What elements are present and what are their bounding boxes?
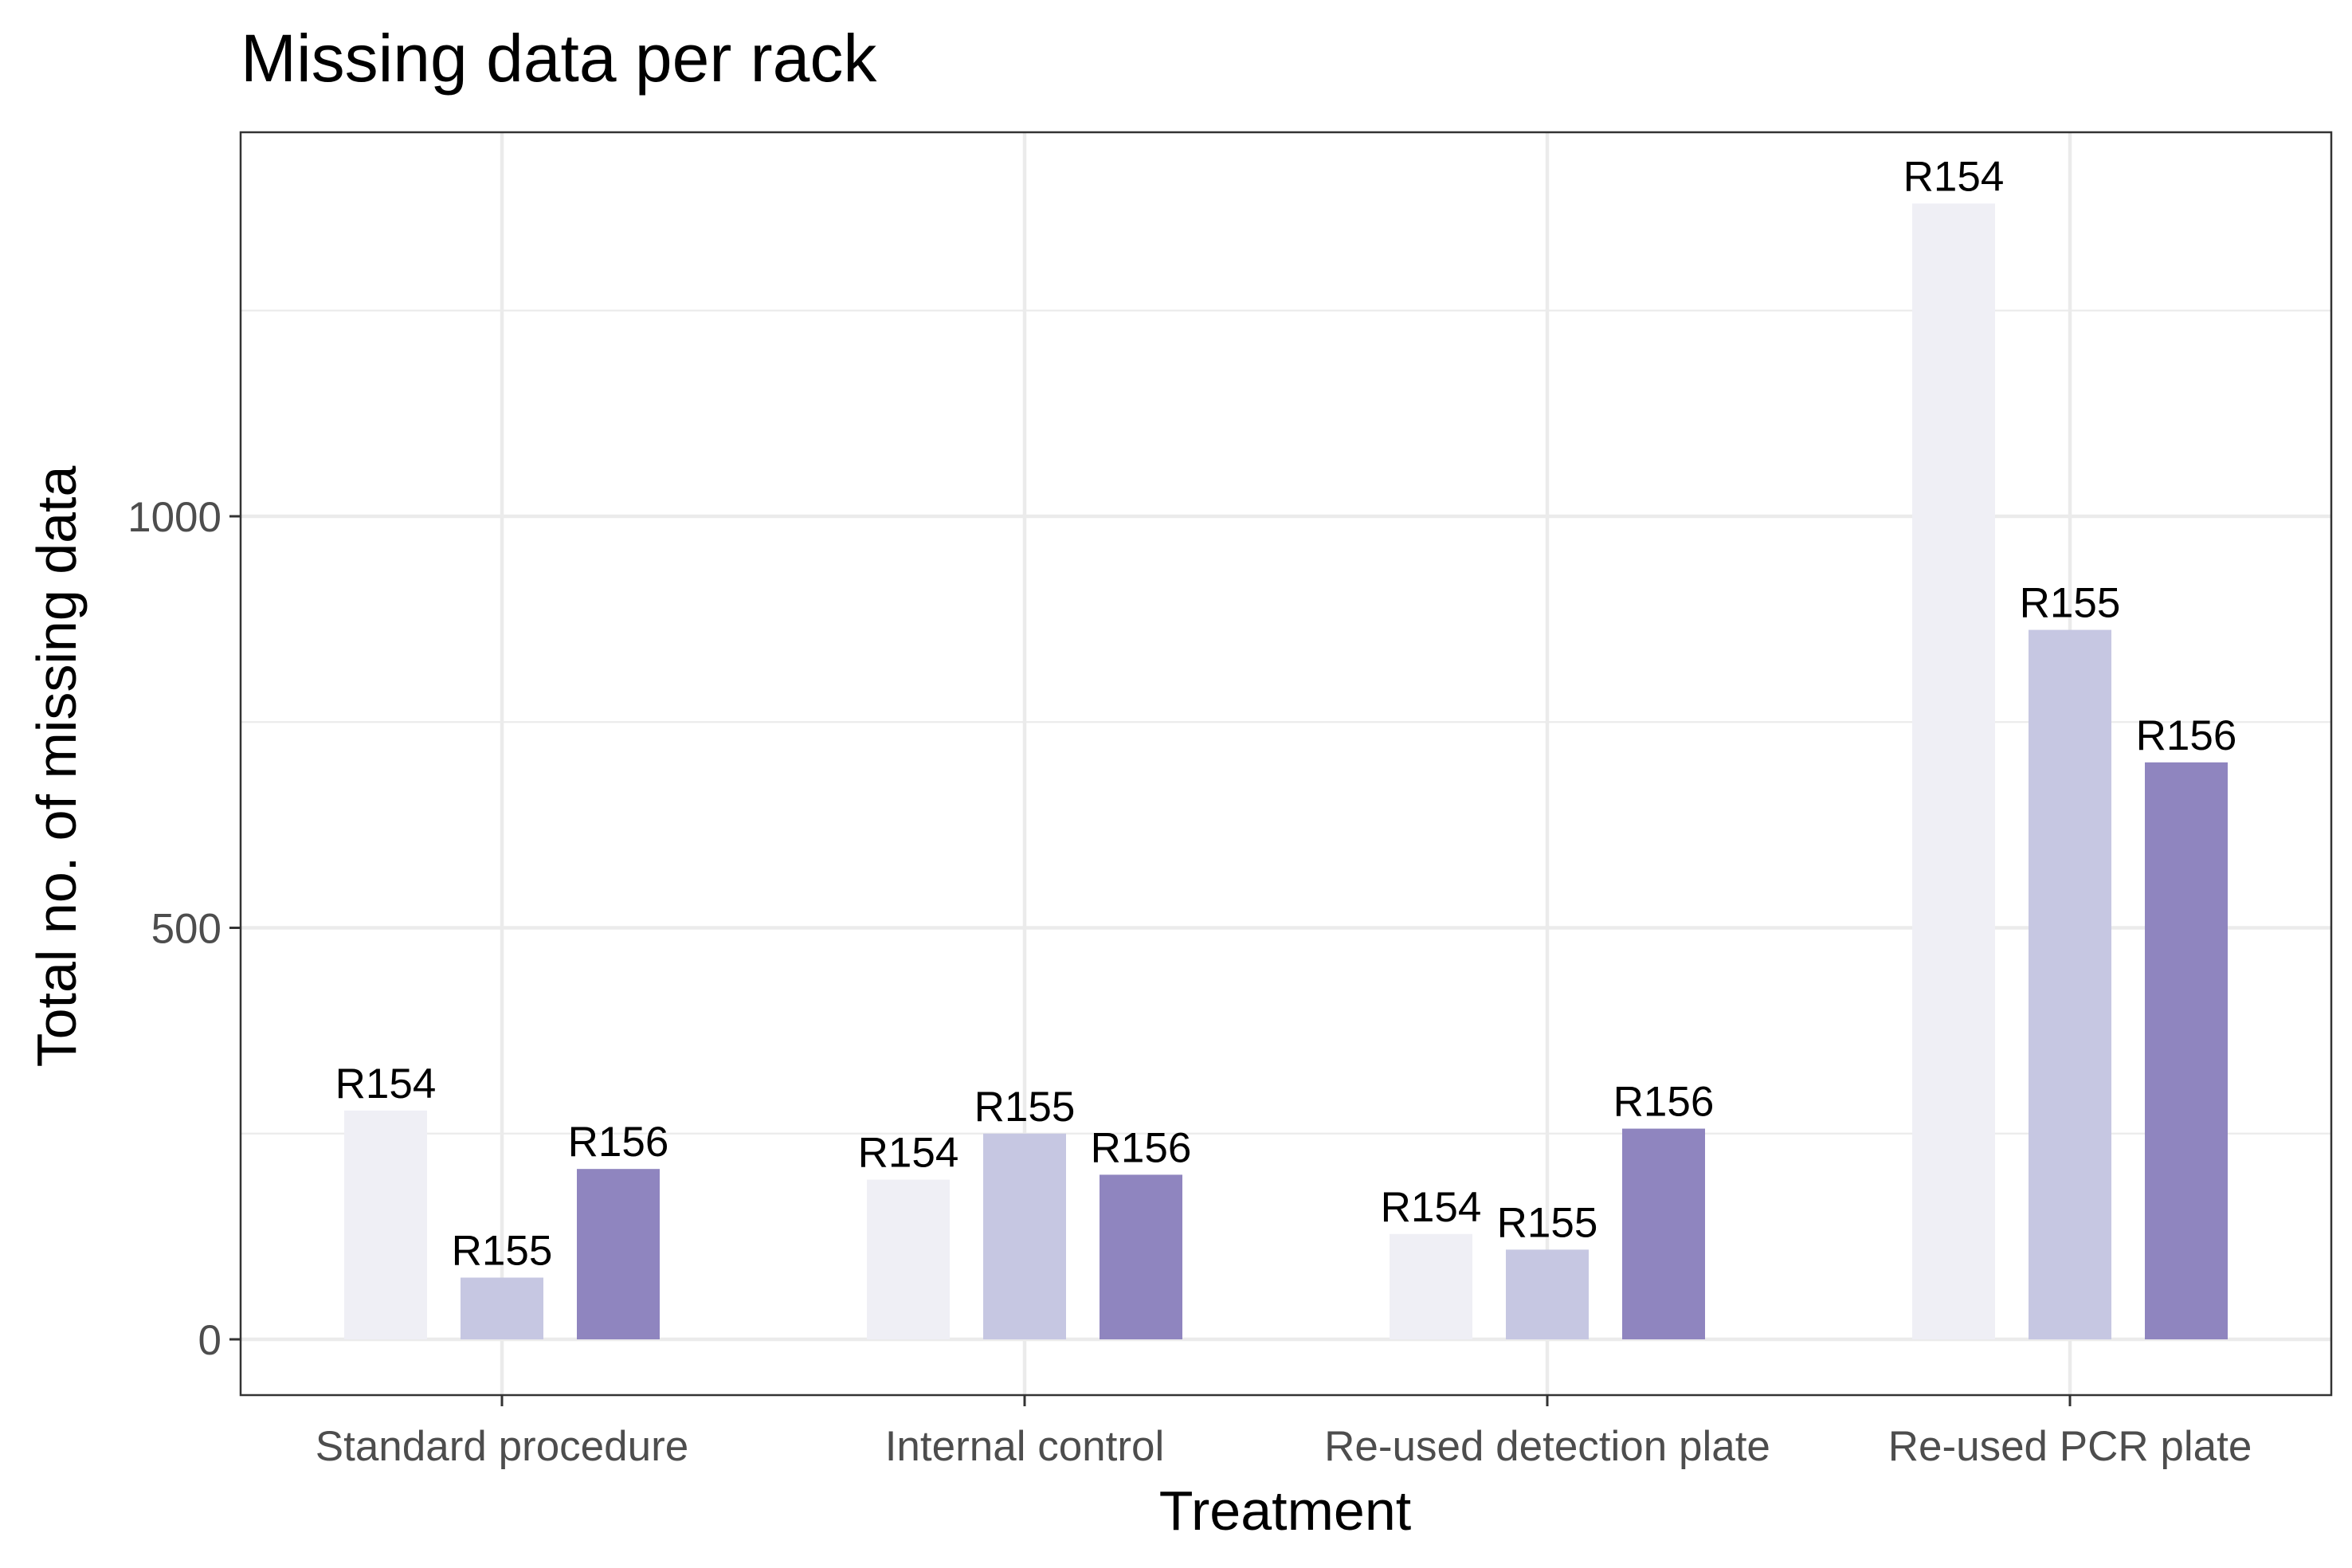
bar-r155 — [461, 1277, 543, 1339]
bar-r156 — [577, 1169, 660, 1339]
x-axis-title: Treatment — [1159, 1480, 1411, 1542]
bar-label-r154: R154 — [1903, 153, 2005, 200]
bar-label-r154: R154 — [335, 1060, 437, 1107]
y-tick-label: 500 — [151, 906, 221, 953]
bar-labels: R154 R154 R154 R154 R155 R155 R155 R155 R156 R156… — [335, 153, 2237, 1274]
bar-r156 — [1100, 1174, 1182, 1339]
bar-r155 — [983, 1133, 1066, 1339]
bar-label-r155: R155 — [2020, 580, 2121, 627]
bar-label-r154: R154 — [858, 1130, 959, 1177]
bar-r154 — [1912, 203, 1995, 1340]
x-tick-label: Re-used PCR plate — [1888, 1423, 2252, 1470]
x-tick-label: Standard procedure — [316, 1423, 689, 1470]
bar-r154 — [344, 1110, 427, 1339]
bar-r154 — [867, 1179, 950, 1339]
x-tick-label: Re-used detection plate — [1324, 1423, 1770, 1470]
bar-r154 — [1390, 1233, 1472, 1339]
bar-label-r156: R156 — [568, 1119, 669, 1166]
bar-r155 — [2029, 629, 2111, 1339]
bar-label-r154: R154 — [1381, 1184, 1482, 1231]
plot-panel-border — [239, 131, 2333, 1397]
x-tick-label: Internal control — [885, 1423, 1165, 1470]
bar-label-r156: R156 — [1091, 1124, 1192, 1171]
chart-title: Missing data per rack — [241, 21, 877, 96]
bar-label-r155: R155 — [974, 1084, 1076, 1131]
y-tick-label: 1000 — [127, 494, 221, 541]
bar-label-r156: R156 — [2136, 712, 2237, 759]
bars — [344, 203, 2228, 1340]
y-tick-label: 0 — [198, 1317, 221, 1364]
bar-label-r155: R155 — [1497, 1199, 1598, 1246]
bar-r156 — [2145, 762, 2228, 1339]
bar-label-r156: R156 — [1613, 1079, 1715, 1126]
bar-r155 — [1506, 1249, 1589, 1339]
y-axis: 0 500 1000 — [127, 494, 241, 1364]
x-axis: Standard procedure Internal control Re-use… — [316, 1395, 2252, 1470]
y-axis-title: Total no. of missing data — [25, 466, 88, 1068]
bar-label-r155: R155 — [452, 1228, 553, 1275]
bar-r156 — [1622, 1128, 1705, 1339]
